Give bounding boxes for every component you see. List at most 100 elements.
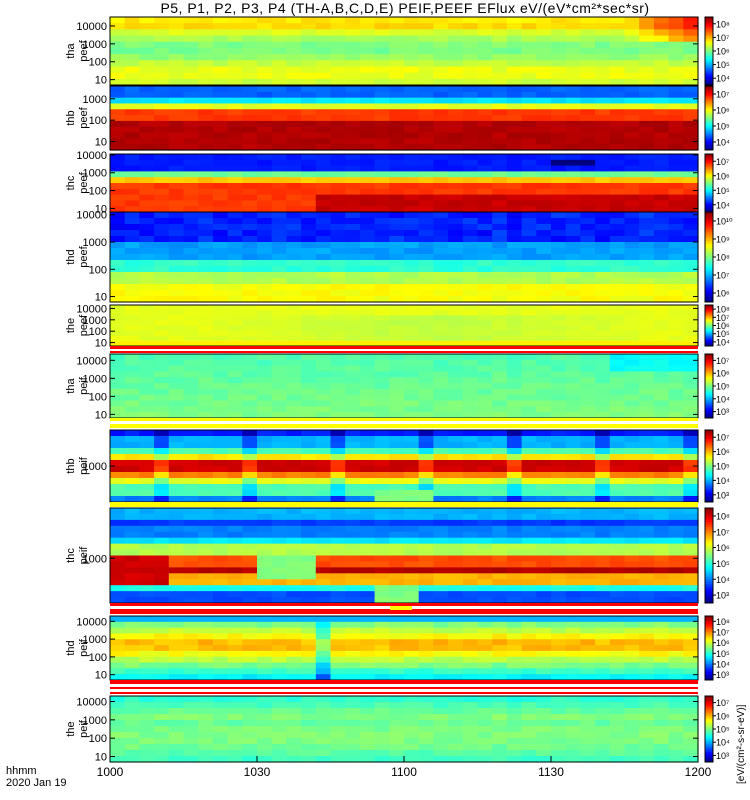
heatmap-cell <box>595 412 611 419</box>
heatmap-cell <box>536 29 552 37</box>
heatmap-cell <box>565 466 581 473</box>
heatmap-cell <box>624 97 640 105</box>
heatmap-cell <box>492 354 508 361</box>
heatmap-cell <box>418 335 434 342</box>
heatmap-cell <box>110 750 126 757</box>
heatmap-cell <box>139 159 155 167</box>
heatmap-cell <box>374 436 390 443</box>
colorbar-segment <box>705 453 713 456</box>
heatmap-cell <box>492 436 508 443</box>
colorbar-segment <box>705 395 713 398</box>
colorbar-segment <box>705 379 713 382</box>
heatmap-cell <box>154 138 170 145</box>
heatmap-cell <box>639 561 655 568</box>
heatmap-cell <box>668 448 684 455</box>
heatmap-cell <box>227 66 243 74</box>
colorbar-segment <box>705 460 713 463</box>
heatmap-cell <box>330 436 346 443</box>
heatmap-cell <box>565 543 581 551</box>
heatmap-cell <box>404 354 420 361</box>
heatmap-cell <box>301 218 317 225</box>
heatmap-cell <box>624 188 640 196</box>
heatmap-cell <box>653 412 670 419</box>
heatmap-cell <box>359 543 376 551</box>
heatmap-cell <box>653 212 670 219</box>
heatmap-cell <box>506 242 523 249</box>
heatmap-cell <box>359 714 376 721</box>
heatmap-cell <box>183 177 199 184</box>
heatmap-cell <box>448 224 464 231</box>
colorbar-tick-label: 10⁷ <box>716 527 729 537</box>
colorbar-segment <box>705 61 713 64</box>
heatmap-cell <box>374 330 390 337</box>
colorbar-segment <box>705 35 713 38</box>
heatmap-cell <box>433 132 449 139</box>
heatmap-cell <box>257 194 273 201</box>
heatmap-cell <box>212 41 229 49</box>
colorbar-segment <box>705 337 713 340</box>
heatmap-cell <box>639 183 655 190</box>
colorbar-segment <box>705 105 713 108</box>
heatmap-cell <box>624 616 640 623</box>
heatmap-cell <box>492 513 508 521</box>
heatmap-cell <box>271 650 287 658</box>
heatmap-cell <box>595 103 611 110</box>
heatmap-cell <box>139 702 155 709</box>
heatmap-cell <box>154 484 170 491</box>
heatmap-cell <box>183 633 199 640</box>
colorbar-segment <box>705 288 713 292</box>
heatmap-cell <box>580 585 596 592</box>
heatmap-cell <box>521 260 537 267</box>
heatmap-cell <box>154 674 170 681</box>
heatmap-cell <box>168 305 185 311</box>
colorbar-segment <box>705 665 713 668</box>
heatmap-cell <box>551 508 567 515</box>
heatmap-cell <box>227 383 243 390</box>
heatmap-cell <box>448 365 464 373</box>
heatmap-cell <box>521 218 537 225</box>
heatmap-cell <box>433 305 449 311</box>
heatmap-cell <box>433 278 449 285</box>
heatmap-cell <box>183 702 199 709</box>
heatmap-cell <box>359 708 376 715</box>
heatmap-cell <box>286 236 302 243</box>
heatmap-cell <box>330 508 346 515</box>
heatmap-cell <box>433 573 449 580</box>
heatmap-cell <box>683 29 699 37</box>
heatmap-cell <box>565 284 581 291</box>
heatmap-cell <box>374 484 390 491</box>
colorbar-segment <box>705 616 713 619</box>
heatmap-cell <box>506 132 523 139</box>
heatmap-cell <box>536 579 552 586</box>
heatmap-cell <box>389 478 405 485</box>
heatmap-cell <box>668 591 684 598</box>
heatmap-cell <box>609 484 626 491</box>
heatmap-cell <box>168 272 185 279</box>
heatmap-cell <box>110 454 126 461</box>
heatmap-cell <box>212 154 229 161</box>
y-tick-label: 10 <box>95 292 107 304</box>
heatmap-cell <box>404 567 420 574</box>
heatmap-cell <box>227 508 243 515</box>
heatmap-cell <box>565 212 581 219</box>
heatmap-cell <box>212 732 229 739</box>
heatmap-cell <box>580 115 596 122</box>
heatmap-cell <box>212 132 229 139</box>
heatmap-cell <box>124 284 140 291</box>
heatmap-cell <box>227 650 243 658</box>
heatmap-cell <box>668 144 684 151</box>
heatmap-cell <box>154 330 170 337</box>
heatmap-cell <box>389 278 405 285</box>
heatmap-cell <box>345 662 361 669</box>
heatmap-cell <box>139 732 155 739</box>
heatmap-cell <box>580 266 596 273</box>
heatmap-cell <box>124 714 140 721</box>
heatmap-cell <box>124 543 140 551</box>
colorbar-tick-label: 10⁴ <box>716 476 730 486</box>
heatmap-cell <box>536 97 552 105</box>
colorbar-segment <box>705 49 713 52</box>
heatmap-cell <box>433 340 449 347</box>
heatmap-cell <box>183 650 199 658</box>
heatmap-cell <box>536 430 552 437</box>
heatmap-cell <box>551 144 567 151</box>
